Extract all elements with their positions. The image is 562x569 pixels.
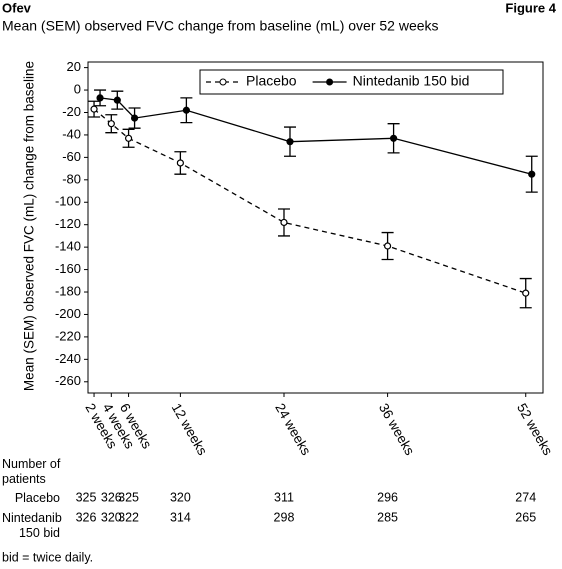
y-tick-label: -180 [55, 283, 81, 298]
risk-count: 320 [170, 490, 191, 504]
risk-count: 311 [274, 490, 294, 504]
y-tick-label: 20 [67, 59, 81, 74]
y-tick-label: -60 [62, 149, 81, 164]
risk-row-label: Nintedanib 150 bid [2, 511, 62, 540]
y-tick-label: -20 [62, 104, 81, 119]
legend-label: Nintedanib 150 bid [353, 73, 470, 89]
y-tick-label: -240 [55, 351, 81, 366]
data-point [528, 170, 536, 178]
x-tick-label: 52 weeks [514, 401, 556, 458]
y-tick-label: -40 [62, 126, 81, 141]
data-point [113, 96, 121, 104]
risk-count: 325 [118, 490, 139, 504]
data-point [124, 134, 133, 142]
data-point [130, 114, 139, 122]
y-tick-label: -160 [55, 261, 81, 276]
data-point [182, 106, 190, 114]
x-tick-label: 12 weeks [169, 401, 211, 458]
y-tick-label: -220 [55, 328, 81, 343]
risk-count: 265 [515, 510, 536, 524]
data-point [96, 94, 104, 102]
brand: Ofev [2, 0, 32, 15]
data-point [176, 159, 184, 167]
risk-count: 274 [515, 490, 536, 504]
y-tick-label: -80 [62, 171, 81, 186]
chart-title: Mean (SEM) observed FVC change from base… [2, 18, 439, 34]
data-point [107, 120, 115, 128]
data-point [90, 105, 98, 113]
series-line [99, 97, 532, 175]
risk-count: 314 [170, 510, 191, 524]
y-tick-label: -260 [55, 373, 81, 388]
risk-count: 298 [274, 510, 295, 524]
risk-count: 320 [101, 510, 122, 524]
y-tick-label: 0 [74, 81, 81, 96]
footnote: bid = twice daily. [2, 550, 93, 564]
risk-count: 326 [76, 510, 97, 524]
legend-box [199, 69, 504, 95]
data-point [383, 242, 392, 250]
series-line [93, 108, 526, 294]
legend-marker [219, 78, 227, 86]
risk-count: 326 [101, 490, 122, 504]
y-tick-label: -100 [55, 194, 81, 209]
y-tick-label: -200 [55, 306, 81, 321]
risk-count: 325 [76, 490, 97, 504]
figure-label: Figure 4 [505, 0, 556, 15]
data-point [280, 218, 288, 227]
risk-row-label: Placebo [14, 491, 60, 505]
data-point [389, 134, 398, 142]
y-tick-label: -140 [55, 239, 81, 254]
y-tick-label: -120 [55, 216, 81, 231]
data-point [522, 289, 530, 297]
risk-table-title: Number of patients [2, 457, 61, 486]
risk-count: 285 [377, 510, 398, 524]
data-point [286, 138, 294, 146]
y-axis-label: Mean (SEM) observed FVC (mL) change from… [22, 61, 37, 391]
legend-label: Placebo [246, 73, 297, 89]
legend-marker [326, 78, 334, 86]
risk-count: 296 [377, 490, 398, 504]
x-tick-label: 36 weeks [376, 401, 418, 458]
risk-count: 322 [118, 510, 139, 524]
x-tick-label: 24 weeks [272, 401, 314, 458]
plot-frame [87, 61, 544, 394]
